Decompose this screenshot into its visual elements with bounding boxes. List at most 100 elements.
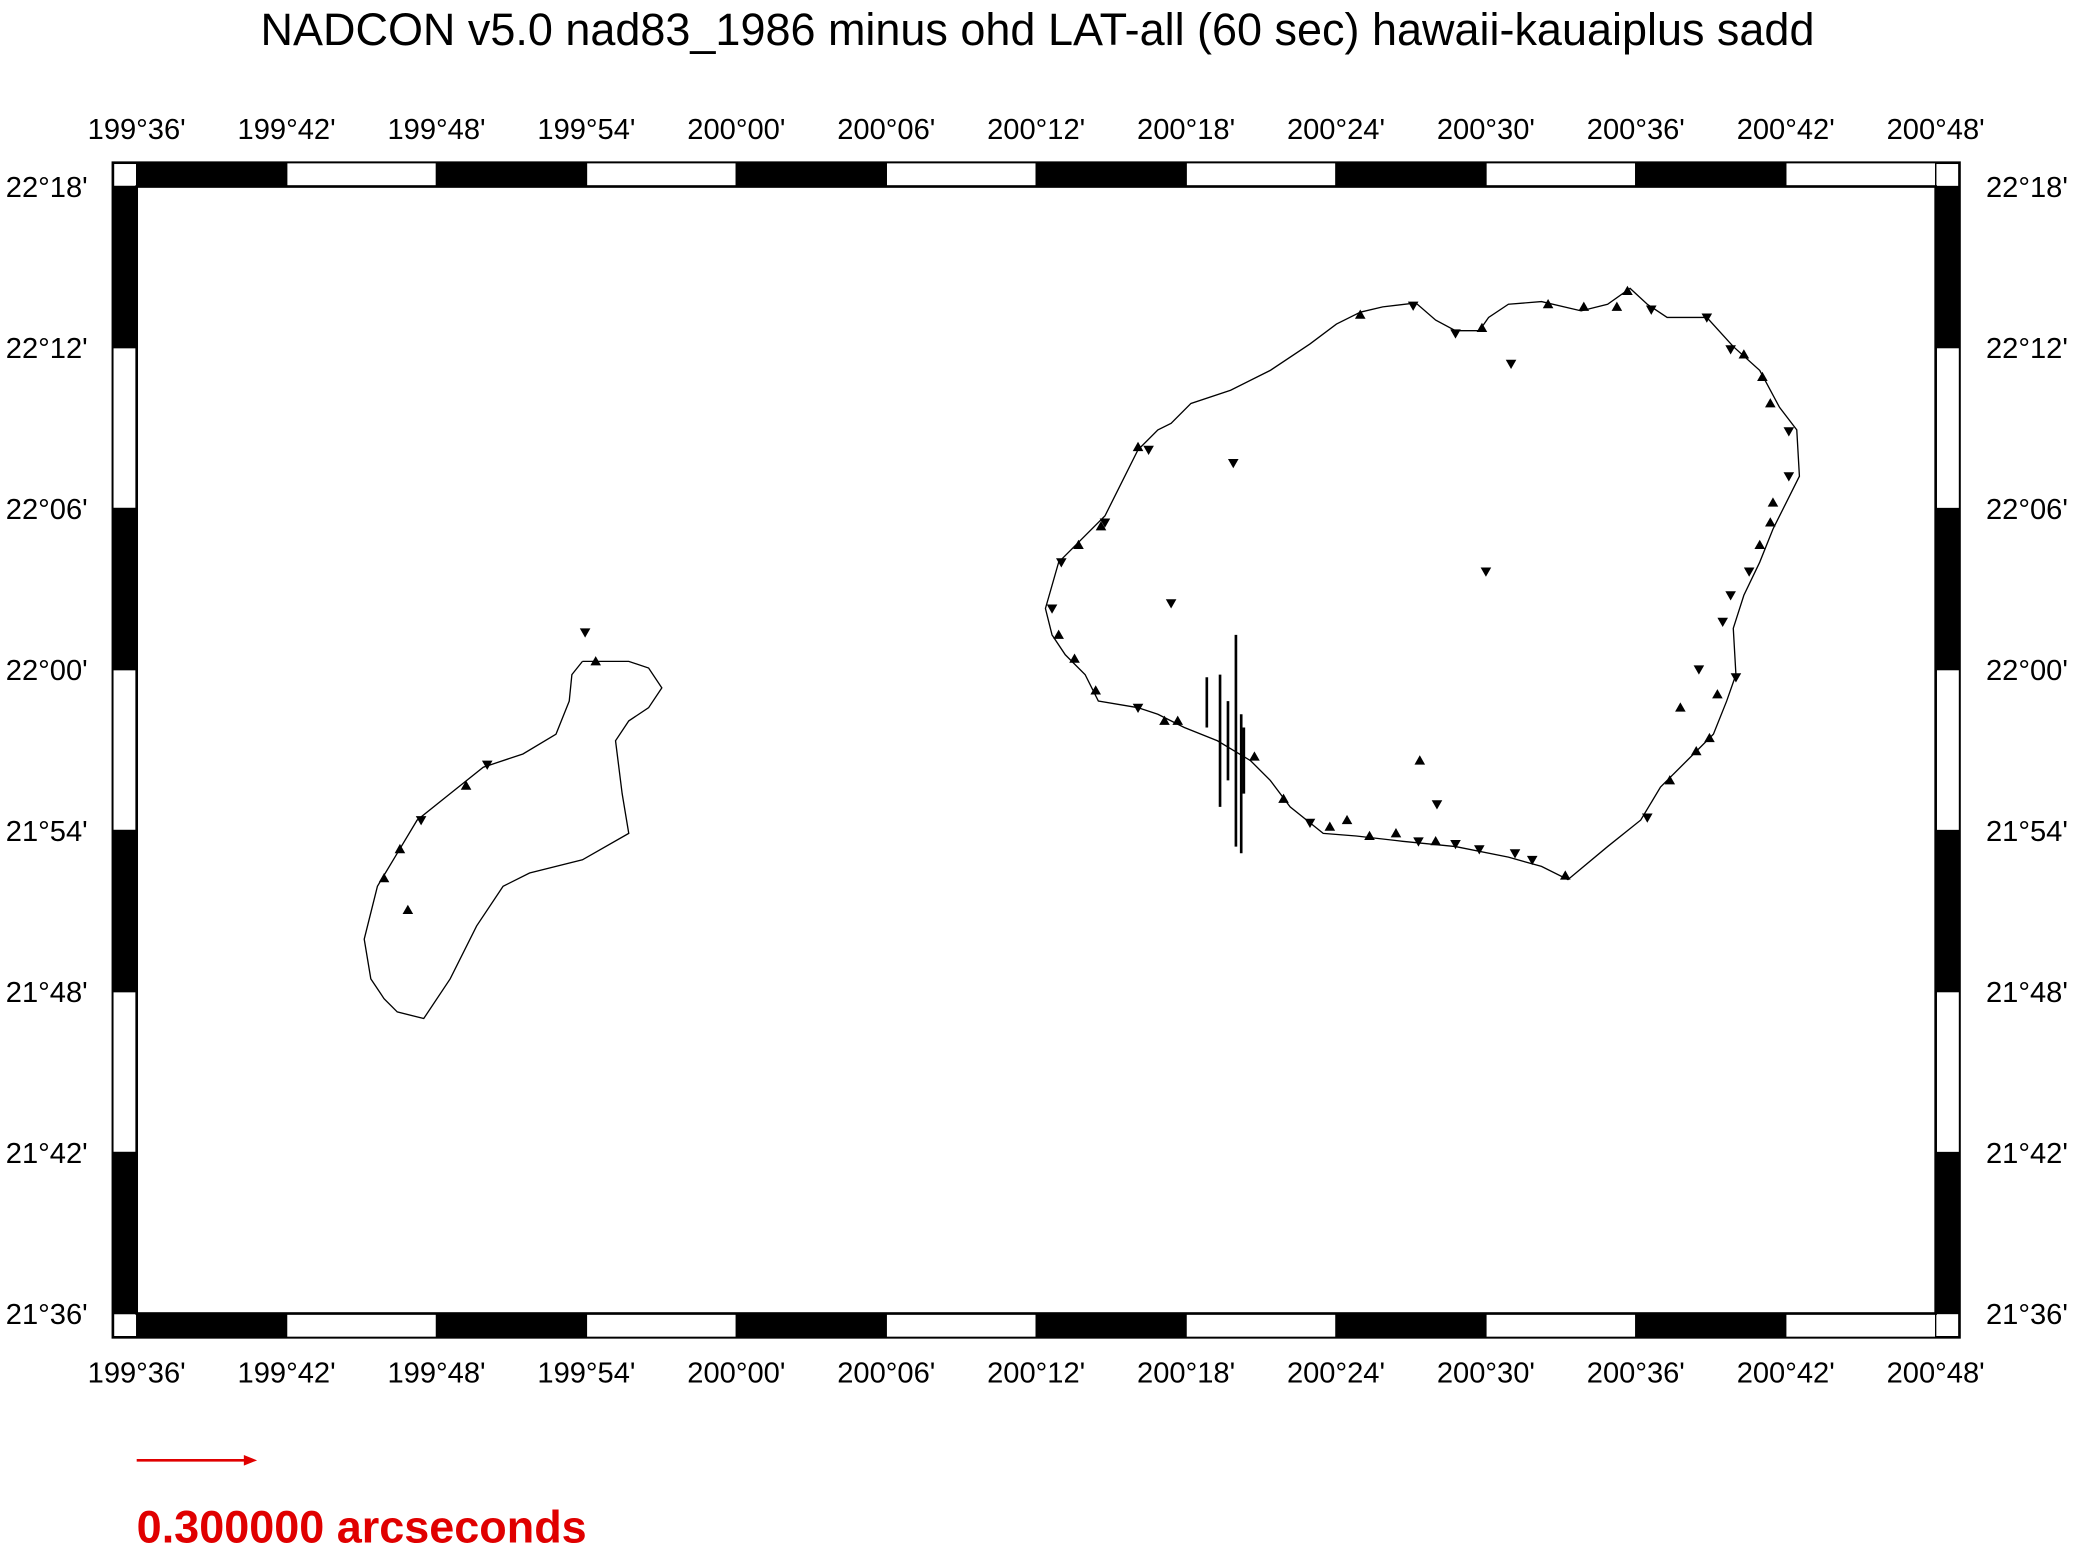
- station-marker: [1725, 345, 1736, 355]
- frame-segment: [735, 1312, 887, 1338]
- frame-segment: [112, 507, 138, 671]
- x-tick-label-bottom: 200°24': [1287, 1357, 1385, 1389]
- y-tick-label-left: 22°12': [6, 333, 88, 365]
- station-marker: [1073, 539, 1084, 549]
- y-tick-label-right: 21°48': [1986, 977, 2068, 1009]
- station-marker: [1390, 828, 1402, 838]
- frame-segment: [1935, 829, 1961, 993]
- station-marker: [1559, 870, 1571, 880]
- frame-segment: [1335, 162, 1487, 188]
- frame-segment: [1635, 162, 1787, 188]
- kauai-coastline: [1044, 287, 1801, 881]
- shift-vectors: [1205, 634, 1246, 854]
- scale-label: 0.300000 arcseconds: [137, 1501, 587, 1545]
- frame-segment: [1785, 1312, 1937, 1338]
- station-marker: [1783, 472, 1795, 482]
- x-tick-label-top: 200°06': [837, 114, 935, 146]
- x-tick-label-bottom: 200°30': [1437, 1357, 1535, 1389]
- frame-segment: [1935, 1151, 1961, 1315]
- station-marker: [579, 628, 591, 638]
- station-marker: [1480, 567, 1492, 577]
- station-marker: [1278, 793, 1289, 803]
- station-marker: [590, 656, 601, 666]
- y-tick-label-left: 22°00': [6, 655, 88, 687]
- station-marker: [1407, 301, 1419, 311]
- frame-segment: [285, 162, 438, 188]
- station-marker: [1730, 673, 1742, 683]
- coastlines: [363, 287, 1801, 1020]
- frame-segment: [112, 990, 138, 1154]
- x-tick-label-bottom: 200°42': [1737, 1357, 1835, 1389]
- map-area: [135, 185, 1937, 1315]
- station-marker: [1095, 521, 1107, 531]
- station-marker: [1712, 689, 1723, 699]
- x-tick-label-bottom: 200°12': [987, 1357, 1085, 1389]
- station-marker: [1757, 371, 1768, 381]
- x-tick-label-top: 199°36': [88, 114, 186, 146]
- frame-segment: [285, 1312, 438, 1338]
- frame-segment: [1185, 162, 1337, 188]
- station-marker: [481, 760, 493, 770]
- station-marker: [1227, 459, 1239, 469]
- frame-segment: [1935, 507, 1961, 671]
- station-marker: [1476, 322, 1488, 333]
- x-tick-label-bottom: 199°54': [537, 1357, 635, 1389]
- x-tick-label-top: 200°18': [1137, 114, 1235, 146]
- station-marker: [1767, 497, 1779, 507]
- station-marker: [1743, 567, 1755, 577]
- station-marker: [1249, 751, 1260, 761]
- scale-arrow-head: [243, 1455, 258, 1466]
- station-marker: [1701, 313, 1713, 323]
- station-marker: [1505, 359, 1517, 370]
- station-markers: [378, 285, 1795, 915]
- x-tick-label-top: 200°30': [1437, 114, 1535, 146]
- y-tick-label-left: 21°42': [6, 1138, 88, 1170]
- frame-segment: [735, 162, 887, 188]
- station-marker: [1717, 617, 1728, 627]
- station-marker: [1526, 855, 1538, 866]
- station-marker: [394, 843, 406, 854]
- station-marker: [1159, 715, 1170, 725]
- x-tick-label-top: 199°48': [387, 114, 485, 146]
- y-tick-label-right: 22°12': [1986, 333, 2068, 365]
- frame-segment: [1935, 185, 1961, 349]
- station-marker: [1542, 298, 1554, 309]
- y-tick-label-right: 21°36': [1986, 1299, 2068, 1331]
- station-marker: [1341, 814, 1353, 825]
- station-marker: [1090, 685, 1101, 695]
- y-tick-label-right: 22°18': [1986, 172, 2068, 204]
- frame-segment: [112, 1151, 138, 1315]
- frame-segment: [1335, 1312, 1487, 1338]
- station-marker: [1450, 839, 1461, 850]
- station-marker: [1622, 285, 1633, 295]
- frame-segment: [1935, 668, 1961, 832]
- x-tick-label-bottom: 199°48': [387, 1357, 485, 1389]
- frame-segment: [112, 668, 138, 832]
- frame-segment: [885, 162, 1037, 188]
- station-marker: [1132, 441, 1144, 452]
- frame-segment: [585, 162, 738, 188]
- station-marker: [402, 904, 414, 915]
- y-tick-label-left: 22°06': [6, 494, 88, 526]
- y-tick-label-left: 21°36': [6, 1299, 88, 1331]
- station-marker: [1765, 517, 1776, 527]
- station-marker: [1053, 629, 1064, 639]
- frame-segment: [136, 162, 288, 188]
- station-marker: [460, 780, 472, 790]
- frame-segment: [1635, 1312, 1787, 1338]
- frame-segment: [112, 185, 138, 349]
- frame-segment: [112, 346, 138, 510]
- station-marker: [1765, 398, 1776, 408]
- y-tick-label-left: 22°18': [6, 172, 88, 204]
- x-tick-label-bottom: 200°06': [837, 1357, 935, 1389]
- map-title: NADCON v5.0 nad83_1986 minus ohd LAT-all…: [261, 4, 1815, 55]
- x-tick-label-bottom: 200°18': [1137, 1357, 1235, 1389]
- y-tick-label-right: 21°54': [1986, 816, 2068, 848]
- station-marker: [1364, 830, 1375, 840]
- station-marker: [1704, 732, 1715, 743]
- niihau-coastline: [363, 660, 663, 1020]
- station-marker: [1069, 653, 1080, 663]
- station-marker: [1611, 301, 1623, 311]
- station-marker: [1414, 755, 1426, 765]
